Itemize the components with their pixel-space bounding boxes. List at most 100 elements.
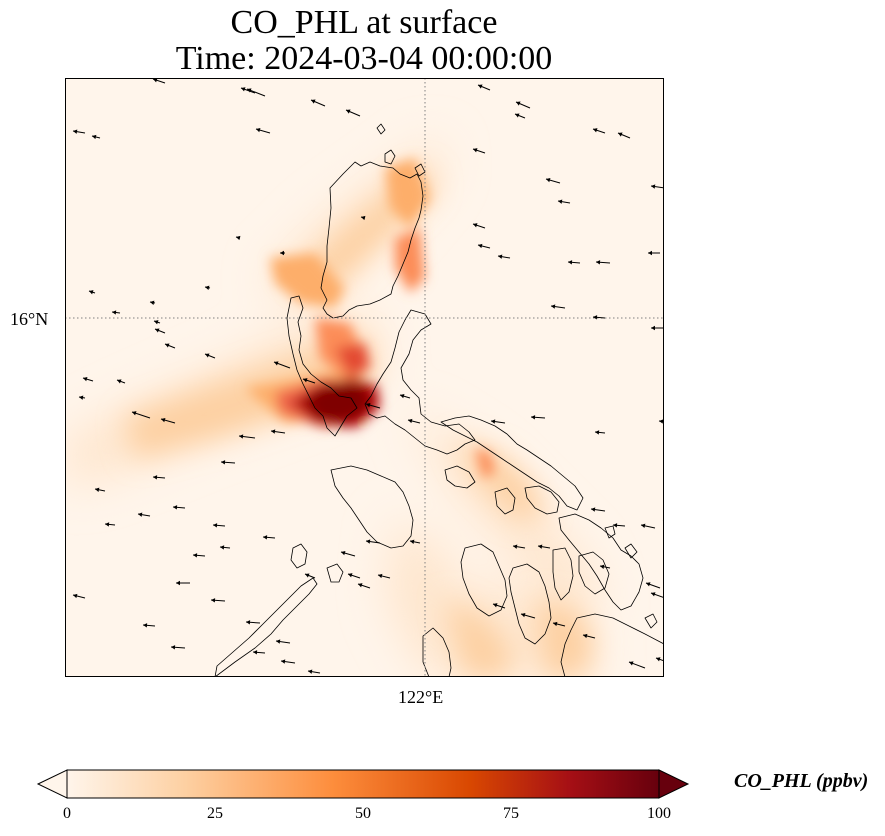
map-panel bbox=[65, 78, 664, 677]
colorbar-extend-max bbox=[658, 769, 690, 799]
coast-marinduque bbox=[444, 465, 476, 489]
coastlines bbox=[214, 123, 664, 677]
wind-arrow-head bbox=[246, 620, 251, 625]
coast-palawan bbox=[214, 577, 318, 677]
wind-arrow-head bbox=[538, 544, 543, 549]
wind-arrow-head bbox=[473, 223, 478, 228]
colorbar-gradient bbox=[66, 769, 660, 799]
colorbar-extend-min bbox=[36, 769, 68, 799]
colorbar-tick-100: 100 bbox=[647, 805, 671, 822]
coast-islet-b bbox=[326, 563, 344, 583]
wind-arrow-head bbox=[591, 507, 596, 512]
wind-arrow-head bbox=[280, 250, 284, 256]
wind-arrow-head bbox=[308, 669, 313, 674]
wind-arrow-head bbox=[221, 460, 226, 465]
wind-arrow-head bbox=[618, 132, 623, 137]
wind-arrow-head bbox=[348, 573, 353, 578]
wind-arrow-head bbox=[161, 417, 166, 423]
wind-arrow-head bbox=[583, 633, 588, 639]
coast-zambales-bataan bbox=[286, 295, 358, 437]
wind-arrow-head bbox=[498, 254, 503, 259]
wind-arrow-head bbox=[274, 361, 279, 366]
wind-arrow-head bbox=[73, 593, 78, 599]
wind-arrow-head bbox=[408, 418, 413, 424]
wind-arrow-head bbox=[366, 402, 371, 408]
wind-arrow-head bbox=[236, 235, 241, 241]
wind-arrow-head bbox=[378, 573, 383, 579]
wind-arrow-head bbox=[205, 285, 210, 290]
wind-arrow-head bbox=[478, 84, 483, 89]
wind-arrow-head bbox=[153, 475, 158, 480]
wind-arrow-head bbox=[213, 523, 218, 528]
wind-arrow-head bbox=[263, 535, 268, 540]
lat-tick-label: 16°N bbox=[10, 309, 49, 329]
coast-islet-e bbox=[414, 163, 426, 177]
coast-mindanao bbox=[560, 613, 664, 677]
wind-arrow-head bbox=[521, 612, 526, 618]
colorbar-tick-25: 25 bbox=[207, 805, 223, 822]
coast-panay bbox=[460, 543, 508, 617]
wind-arrow-head bbox=[247, 88, 252, 93]
wind-arrow-head bbox=[366, 539, 371, 544]
wind-arrow-head bbox=[568, 260, 573, 265]
colorbar-tick-50: 50 bbox=[355, 805, 371, 822]
colorbar-label: CO_PHL (ppbv) bbox=[734, 770, 869, 792]
wind-arrow-head bbox=[205, 353, 210, 358]
wind-arrow-head bbox=[173, 505, 178, 510]
wind-arrow-head bbox=[155, 328, 160, 333]
wind-arrow-head bbox=[558, 199, 563, 204]
wind-arrow-head bbox=[220, 545, 225, 550]
wind-vectors bbox=[72, 78, 664, 674]
wind-arrow-head bbox=[629, 661, 634, 666]
wind-arrow-head bbox=[89, 290, 94, 295]
wind-arrow-head bbox=[641, 523, 646, 528]
wind-arrow-head bbox=[241, 87, 246, 92]
wind-arrow-head bbox=[138, 512, 143, 517]
wind-arrow-head bbox=[92, 134, 97, 140]
wind-arrow-head bbox=[515, 113, 520, 118]
wind-arrow-head bbox=[600, 564, 605, 569]
wind-arrow-head bbox=[651, 592, 656, 597]
coast-islet-c bbox=[384, 149, 396, 165]
coast-negros bbox=[508, 563, 552, 645]
wind-arrow-head bbox=[516, 101, 521, 106]
wind-arrow-head bbox=[95, 487, 100, 492]
wind-arrow-head bbox=[271, 429, 276, 434]
wind-arrow-head bbox=[358, 583, 363, 588]
wind-arrow-head bbox=[361, 215, 366, 221]
wind-arrow-head bbox=[531, 415, 536, 420]
wind-arrow-head bbox=[473, 148, 478, 153]
wind-arrow-head bbox=[83, 377, 88, 382]
wind-arrow-head bbox=[153, 78, 158, 83]
wind-arrow-head bbox=[305, 573, 310, 578]
wind-arrow-head bbox=[596, 260, 601, 265]
wind-arrow-head bbox=[593, 315, 598, 320]
map-frame bbox=[65, 78, 664, 677]
coast-islet-g bbox=[624, 543, 638, 559]
coast-island-b bbox=[524, 485, 560, 515]
wind-arrow-head bbox=[648, 250, 652, 256]
wind-arrow-head bbox=[256, 127, 261, 133]
coast-northern-luzon bbox=[320, 161, 424, 319]
colorbar-tick-75: 75 bbox=[503, 805, 519, 822]
coast-islet-f bbox=[604, 525, 616, 539]
wind-arrow-head bbox=[132, 411, 137, 416]
wind-arrow-head bbox=[341, 550, 346, 556]
wind-arrow-head bbox=[493, 603, 498, 608]
wind-arrow-head bbox=[478, 243, 483, 249]
wind-arrow-head bbox=[73, 129, 78, 134]
wind-arrow-head bbox=[546, 177, 551, 183]
wind-arrow-head bbox=[165, 343, 170, 348]
wind-arrow-head bbox=[651, 184, 656, 189]
wind-arrow-head bbox=[595, 430, 600, 435]
coast-islet-a bbox=[290, 543, 308, 569]
wind-arrow-head bbox=[613, 523, 618, 528]
wind-arrow-head bbox=[105, 522, 110, 527]
coast-islet-h bbox=[644, 613, 658, 629]
wind-arrow-head bbox=[171, 645, 176, 650]
wind-arrow-head bbox=[253, 650, 258, 655]
coast-bicol-north bbox=[440, 415, 584, 511]
lon-tick-label: 122°E bbox=[398, 687, 444, 707]
wind-arrow-head bbox=[311, 99, 316, 104]
wind-arrow-head bbox=[154, 320, 159, 325]
